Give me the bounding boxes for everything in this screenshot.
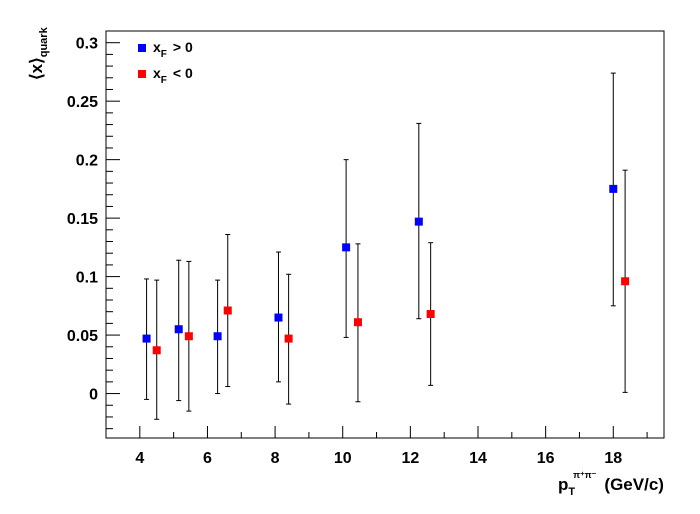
data-point — [342, 243, 351, 252]
x-tick-label: 14 — [469, 450, 487, 467]
y-axis-title: ⟨x⟩quark — [27, 26, 50, 80]
legend-entry-0: xF > 0 — [153, 39, 193, 60]
series-layer — [142, 72, 630, 420]
data-point — [609, 184, 618, 193]
y-tick-label: 0.3 — [76, 36, 98, 53]
x-tick-label: 10 — [334, 450, 352, 467]
data-point — [184, 332, 193, 341]
legend: xF > 0 xF < 0 — [138, 39, 193, 86]
legend-entry-1: xF < 0 — [153, 65, 193, 86]
x-axis-title: pTπ⁺π⁻ (GeV/c) — [558, 470, 664, 498]
y-tick-label: 0.25 — [67, 94, 98, 111]
y-tick-label: 0 — [89, 387, 98, 404]
y-tick-label: 0.1 — [76, 270, 98, 287]
plot-frame — [105, 30, 665, 439]
series-0 — [142, 72, 618, 402]
data-point — [414, 217, 423, 226]
x-tick-label: 6 — [203, 450, 212, 467]
data-point — [152, 346, 161, 355]
series-1 — [152, 169, 630, 420]
data-point — [274, 313, 283, 322]
data-point — [223, 306, 232, 315]
data-point — [621, 277, 630, 286]
data-point — [142, 334, 151, 343]
y-tick-label: 0.15 — [67, 211, 98, 228]
x-tick-label: 12 — [401, 450, 419, 467]
legend-marker-0 — [138, 44, 146, 52]
x-tick-label: 4 — [135, 450, 144, 467]
data-point — [284, 334, 293, 343]
legend-marker-1 — [138, 70, 146, 78]
x-tick-label: 16 — [537, 450, 555, 467]
data-point — [174, 325, 183, 334]
y-axis: 0 0.05 0.1 0.15 0.2 0.25 0.3 — [67, 30, 120, 430]
y-tick-label: 0.05 — [67, 328, 98, 345]
x-tick-label: 8 — [271, 450, 280, 467]
data-point — [353, 318, 362, 327]
x-axis: 4 6 8 10 12 14 16 18 — [105, 426, 648, 467]
data-point — [426, 310, 435, 319]
x-tick-label: 18 — [604, 450, 622, 467]
y-tick-label: 0.2 — [76, 153, 98, 170]
data-point — [213, 332, 222, 341]
svg-text:⟨x⟩quark: ⟨x⟩quark — [27, 26, 50, 80]
